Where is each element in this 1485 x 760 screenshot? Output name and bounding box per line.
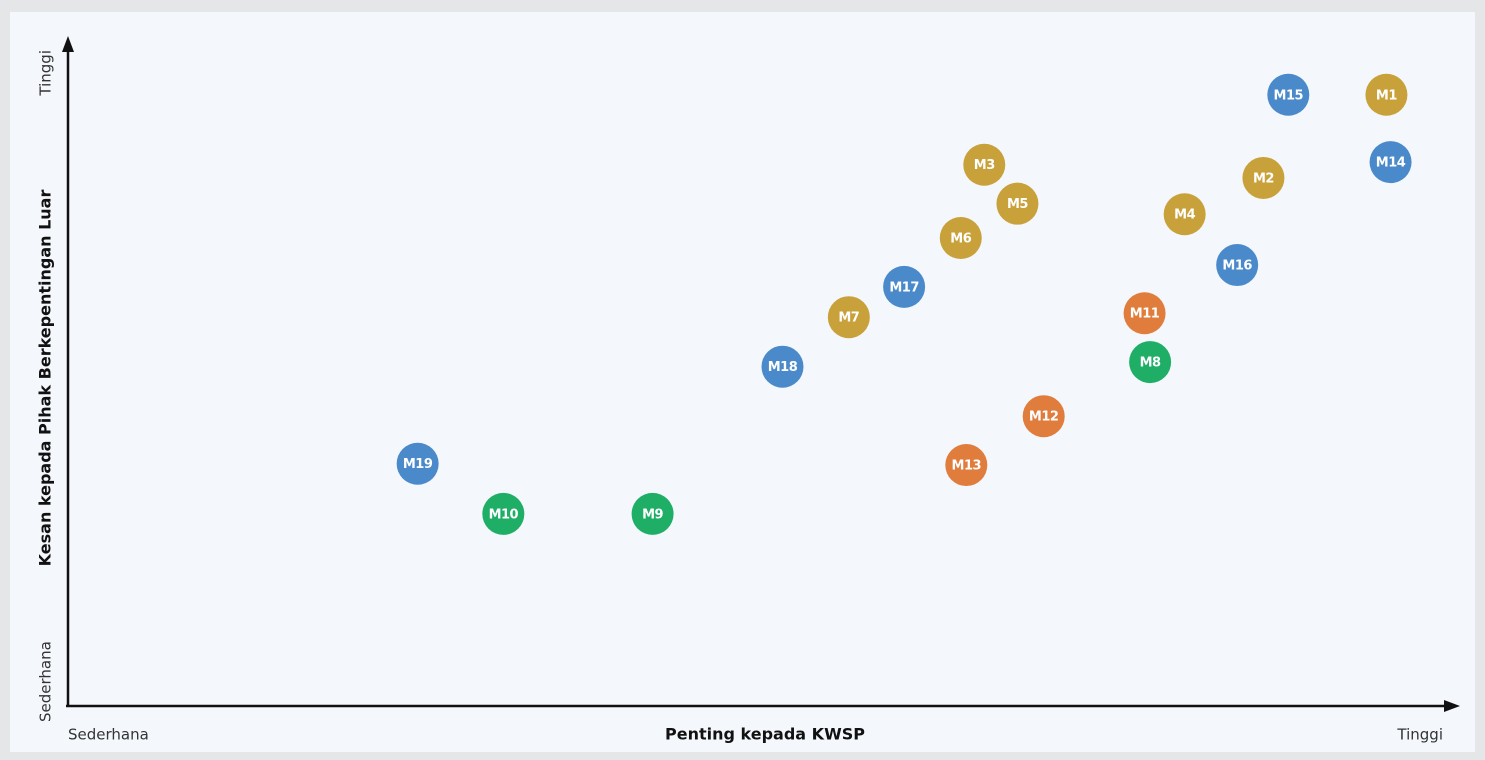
- point: [996, 182, 1039, 225]
- point: [761, 345, 804, 388]
- point-label: M19: [403, 457, 433, 472]
- point: [1163, 193, 1206, 236]
- point-label: M18: [768, 360, 798, 375]
- point-label: M1: [1376, 88, 1397, 103]
- point: [1365, 73, 1408, 116]
- point-label: M5: [1007, 197, 1028, 212]
- point-label: M15: [1274, 88, 1304, 103]
- y-arrow: [62, 36, 74, 52]
- point-label: M16: [1222, 259, 1252, 274]
- point: [1267, 73, 1310, 116]
- point-label: M8: [1140, 356, 1161, 371]
- point-label: M10: [489, 507, 519, 522]
- point-label: M6: [950, 232, 971, 247]
- point-label: M2: [1253, 171, 1274, 186]
- point: [631, 492, 674, 535]
- point: [883, 265, 926, 308]
- y-high-label: Tinggi: [37, 50, 55, 97]
- point-label: M7: [838, 311, 859, 326]
- point-label: M17: [889, 280, 919, 295]
- point: [945, 444, 988, 487]
- point: [1216, 244, 1259, 287]
- point-label: M14: [1376, 156, 1406, 171]
- point-label: M3: [974, 158, 995, 173]
- point: [1123, 292, 1166, 335]
- point: [482, 492, 525, 535]
- point: [1022, 395, 1065, 438]
- x-high-label: Tinggi: [1396, 726, 1443, 744]
- x-low-label: Sederhana: [68, 726, 149, 744]
- point: [939, 217, 982, 259]
- point-label: M13: [952, 459, 982, 474]
- point: [1242, 156, 1285, 199]
- point-label: M9: [642, 507, 663, 522]
- point-label: M4: [1174, 208, 1195, 223]
- point-label: M11: [1130, 307, 1160, 322]
- point: [1369, 141, 1412, 184]
- y-low-label: Sederhana: [37, 641, 55, 722]
- y-axis-label: Kesan kepada Pihak Berkepentingan Luar: [36, 190, 55, 567]
- point: [827, 296, 870, 339]
- point: [963, 143, 1006, 186]
- x-axis-label: Penting kepada KWSP: [665, 725, 865, 744]
- point-label: M12: [1029, 410, 1059, 425]
- x-arrow: [1444, 700, 1460, 712]
- point: [396, 442, 439, 485]
- panel: [10, 12, 1475, 752]
- point: [1129, 341, 1172, 384]
